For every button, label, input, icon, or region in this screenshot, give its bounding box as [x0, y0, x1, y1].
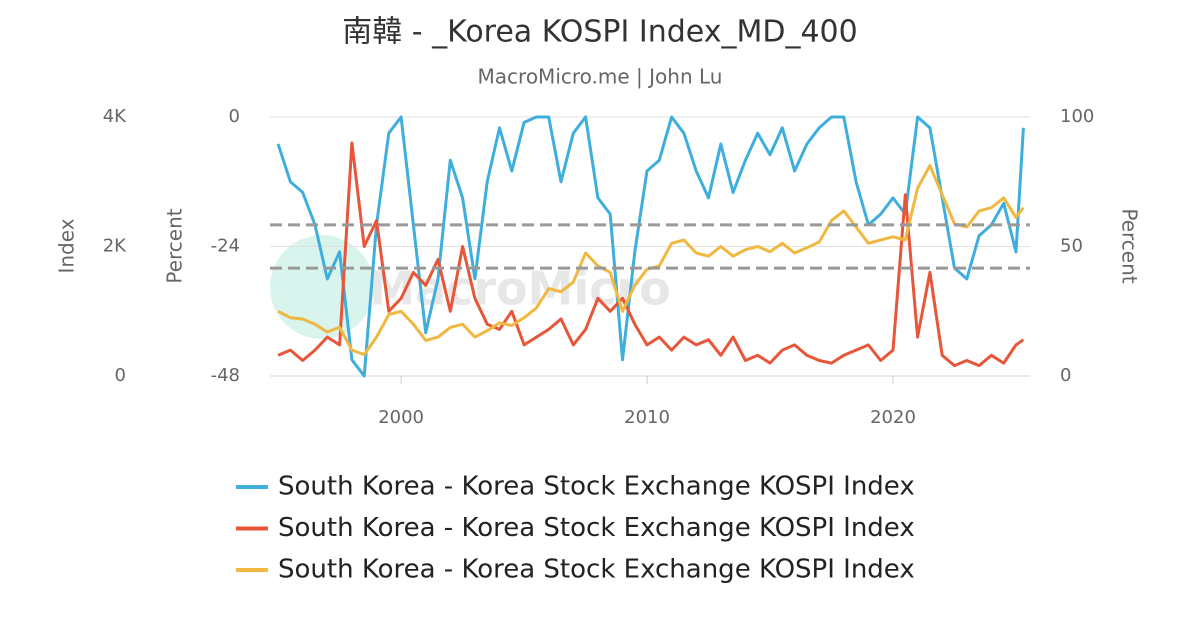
x-tick-label: 2020 — [870, 407, 916, 428]
y2-tick-label: 0 — [1060, 365, 1071, 386]
plot-area — [270, 115, 1030, 378]
legend-label: South Korea - Korea Stock Exchange KOSPI… — [278, 472, 915, 502]
chart-title: 南韓 - _Korea KOSPI Index_MD_400 — [342, 15, 857, 50]
series-line — [277, 141, 1025, 368]
y2-tick-label: 50 — [1060, 236, 1083, 257]
y-tick-label: 2K — [103, 236, 127, 257]
y3-axis-title: Percent — [163, 208, 187, 283]
x-tick-label: 2000 — [378, 407, 424, 428]
legend-label: South Korea - Korea Stock Exchange KOSPI… — [278, 513, 915, 543]
grid — [270, 116, 1030, 384]
y-tick-label: 4K — [103, 106, 127, 127]
y3-tick-label: 0 — [229, 106, 240, 127]
y2-tick-label: 100 — [1060, 106, 1094, 127]
y-axis-title: Index — [55, 218, 79, 273]
legend: South Korea - Korea Stock Exchange KOSPI… — [236, 472, 915, 585]
y2-axis-title: Percent — [1118, 208, 1142, 283]
chart-subtitle: MacroMicro.me | John Lu — [478, 65, 723, 89]
y3-tick-label: -48 — [211, 365, 240, 386]
legend-label: South Korea - Korea Stock Exchange KOSPI… — [278, 555, 915, 585]
y3-tick-label: -24 — [211, 236, 240, 257]
x-tick-label: 2010 — [624, 407, 670, 428]
y-tick-label: 0 — [115, 365, 126, 386]
